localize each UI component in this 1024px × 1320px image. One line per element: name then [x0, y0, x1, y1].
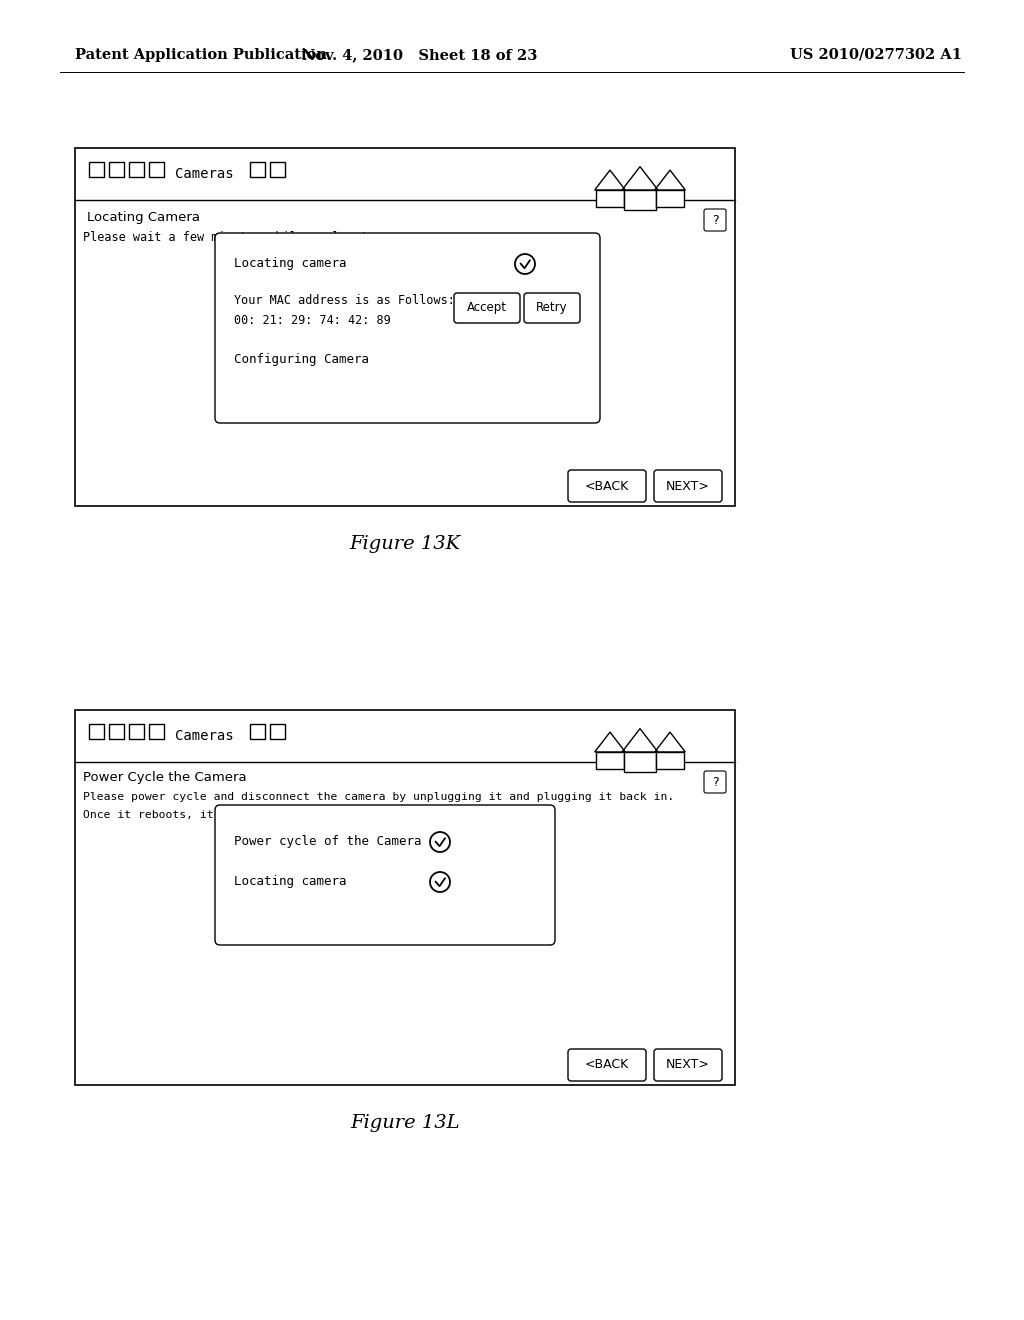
Text: <BACK: <BACK — [585, 479, 629, 492]
Bar — [89, 162, 104, 177]
Bar — [596, 752, 624, 768]
Text: NEXT>: NEXT> — [666, 1059, 710, 1072]
Text: Locating Camera: Locating Camera — [87, 211, 200, 224]
Bar — [656, 190, 684, 207]
Text: US 2010/0277302 A1: US 2010/0277302 A1 — [790, 48, 962, 62]
FancyBboxPatch shape — [705, 771, 726, 793]
Text: Power cycle of the Camera: Power cycle of the Camera — [234, 836, 422, 849]
Bar — [596, 190, 624, 207]
Text: Locating camera: Locating camera — [234, 257, 346, 271]
Text: Please wait a few minutes while we locate your cameras.: Please wait a few minutes while we locat… — [83, 231, 475, 244]
Bar — [129, 162, 144, 177]
Bar — [270, 723, 285, 739]
Text: Power Cycle the Camera: Power Cycle the Camera — [83, 771, 247, 784]
FancyBboxPatch shape — [568, 1049, 646, 1081]
Bar — [150, 723, 164, 739]
Text: Your MAC address is as Follows:: Your MAC address is as Follows: — [234, 293, 455, 306]
Bar — [109, 723, 124, 739]
FancyBboxPatch shape — [215, 805, 555, 945]
Bar — [109, 162, 124, 177]
Text: Retry: Retry — [537, 301, 568, 314]
Text: Nov. 4, 2010   Sheet 18 of 23: Nov. 4, 2010 Sheet 18 of 23 — [302, 48, 538, 62]
Text: Please power cycle and disconnect the camera by unplugging it and plugging it ba: Please power cycle and disconnect the ca… — [83, 792, 674, 803]
Text: ?: ? — [712, 214, 718, 227]
FancyBboxPatch shape — [568, 470, 646, 502]
Bar — [75, 148, 735, 506]
FancyBboxPatch shape — [654, 470, 722, 502]
Text: Accept: Accept — [467, 301, 507, 314]
FancyBboxPatch shape — [654, 1049, 722, 1081]
Bar — [150, 162, 164, 177]
Text: <BACK: <BACK — [585, 1059, 629, 1072]
Text: Locating camera: Locating camera — [234, 875, 346, 888]
Text: Figure 13K: Figure 13K — [349, 535, 461, 553]
Text: Cameras: Cameras — [175, 168, 233, 181]
FancyBboxPatch shape — [454, 293, 520, 323]
Bar — [129, 723, 144, 739]
Bar — [656, 752, 684, 768]
Bar — [624, 190, 656, 210]
Text: 00: 21: 29: 74: 42: 89: 00: 21: 29: 74: 42: 89 — [234, 314, 391, 326]
FancyBboxPatch shape — [215, 234, 600, 422]
Bar — [624, 752, 656, 772]
Bar — [250, 162, 265, 177]
Bar — [270, 162, 285, 177]
Text: NEXT>: NEXT> — [666, 479, 710, 492]
Bar — [250, 723, 265, 739]
Text: Cameras: Cameras — [175, 729, 233, 743]
Bar — [89, 723, 104, 739]
Text: Configuring Camera: Configuring Camera — [234, 354, 369, 367]
Text: Once it reboots, it will be taken back to finding camera screen.: Once it reboots, it will be taken back t… — [83, 810, 523, 820]
Text: Patent Application Publication: Patent Application Publication — [75, 48, 327, 62]
Text: Figure 13L: Figure 13L — [350, 1114, 460, 1133]
Text: ?: ? — [712, 776, 718, 788]
Bar — [75, 710, 735, 1085]
FancyBboxPatch shape — [524, 293, 580, 323]
FancyBboxPatch shape — [705, 209, 726, 231]
